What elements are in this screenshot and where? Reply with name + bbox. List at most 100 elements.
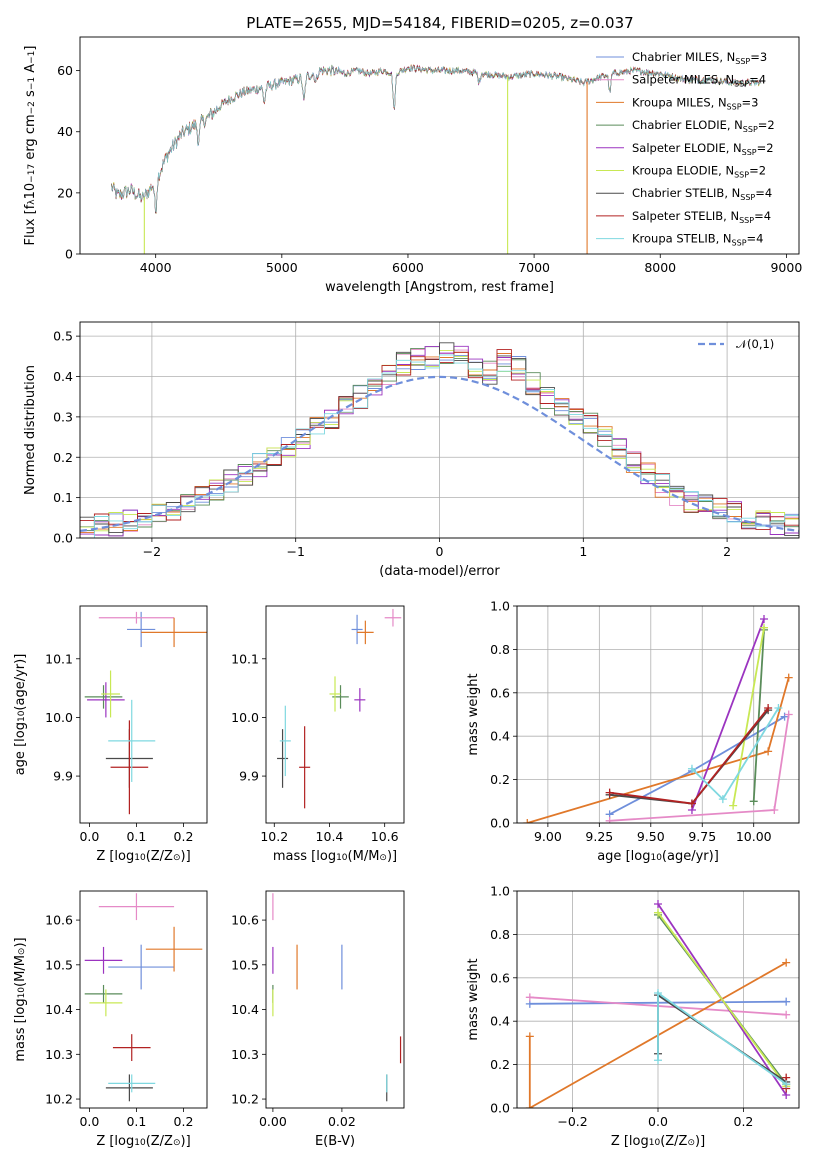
x-tick-label: 9.75 <box>688 829 716 844</box>
weight-line <box>528 961 787 1108</box>
legend-label: Salpeter ELODIE, NSSP=2 <box>632 141 774 157</box>
weight-vs-age-lines <box>523 615 793 823</box>
mass-vs-EBV-points <box>272 893 402 1102</box>
x-tick-label: 0.2 <box>174 829 194 844</box>
x-axis-label: E(B-V) <box>315 1134 355 1149</box>
weight-marker <box>780 712 789 721</box>
weight-line <box>732 627 765 806</box>
mass-vs-EBV-frame <box>265 890 405 1109</box>
weight-line <box>657 912 787 1087</box>
y-tick-label: 0.4 <box>490 1014 510 1029</box>
weight-marker <box>782 1080 791 1089</box>
histograms <box>80 342 799 538</box>
weight-marker <box>687 764 696 773</box>
y-tick-label: 0.6 <box>490 970 510 985</box>
weight-marker <box>654 988 662 997</box>
x-tick-label: 10.4 <box>316 829 344 844</box>
y-tick-label: 9.9 <box>239 769 259 784</box>
x-tick-label: 10.00 <box>736 829 772 844</box>
age-vs-mass-points <box>277 608 402 809</box>
x-tick-label: 10.2 <box>260 829 288 844</box>
age-vs-mass-axes: 10.2 10.4 10.6 9.9 10.0 10.1 mass [log10(M/M⊙)… <box>231 651 398 864</box>
y-tick-label: 10.2 <box>231 1092 259 1107</box>
x-tick-label: 9.00 <box>534 829 562 844</box>
legend-label: Chabrier ELODIE, NSSP=2 <box>632 118 775 134</box>
age-vs-Z-points <box>84 611 207 815</box>
mass-vs-Z-points <box>84 893 203 1102</box>
weight-marker <box>654 900 662 909</box>
weight-vs-Z-lines <box>525 900 791 1108</box>
y-tick-label: 10.5 <box>231 957 259 972</box>
x-axis-label: Z [log10(Z/Z⊙)] <box>611 1134 705 1149</box>
legend-label: Chabrier MILES, NSSP=3 <box>632 50 767 66</box>
x-tick-label: 8000 <box>644 260 676 275</box>
y-axis-label: Flux [fλ10−17 erg cm−2 s−1 A−1] <box>23 46 38 246</box>
legend-label: Salpeter MILES, NSSP=4 <box>632 73 766 89</box>
weight-line <box>657 991 787 1085</box>
weight-marker <box>654 908 662 917</box>
x-tick-label: 0.1 <box>126 1114 146 1129</box>
age-vs-Z-frame <box>79 605 208 824</box>
y-tick-label: 0.0 <box>53 531 73 546</box>
weight-marker <box>782 958 791 967</box>
y-tick-label: 0.8 <box>490 642 510 657</box>
weight-vs-Z-frame <box>516 890 800 1109</box>
x-axis-label: age [log10(age/yr)] <box>597 849 719 864</box>
mass-vs-EBV-axes: 0.00 0.02 10.2 10.3 10.4 10.5 10.6 E(B-V) <box>231 913 356 1149</box>
spectrum-lines <box>111 64 762 254</box>
y-tick-label: 20 <box>57 185 73 200</box>
y-tick-label: 10.5 <box>45 957 73 972</box>
weight-marker <box>782 997 791 1006</box>
x-axis-label: Z [log10(Z/Z⊙)] <box>96 849 190 864</box>
x-axis-label: Z [log10(Z/Z⊙)] <box>96 1134 190 1149</box>
x-tick-label: −0.2 <box>557 1114 587 1129</box>
weight-marker <box>764 703 773 712</box>
y-tick-label: 0.0 <box>490 1101 510 1116</box>
x-tick-label: 5000 <box>266 260 298 275</box>
x-tick-label: 0 <box>436 544 444 559</box>
weight-line <box>691 618 765 811</box>
y-tick-label: 10.2 <box>45 1092 73 1107</box>
weight-marker <box>523 819 532 823</box>
x-tick-label: 4000 <box>140 260 172 275</box>
x-tick-label: 9.50 <box>637 829 665 844</box>
y-axis-label: age [log10(age/yr)] <box>13 654 28 776</box>
weight-marker <box>749 797 758 806</box>
y-tick-label: 1.0 <box>490 884 510 899</box>
spectrum-axes: 4000 5000 6000 7000 8000 9000 0 20 40 60 wavelengt… <box>23 46 802 296</box>
legend-label: 𝒩(0,1) <box>736 337 774 351</box>
y-tick-label: 0 <box>65 247 73 262</box>
x-tick-label: 9.25 <box>585 829 613 844</box>
y-tick-label: 0.0 <box>490 816 510 831</box>
y-tick-label: 0.6 <box>490 685 510 700</box>
weight-marker <box>729 801 738 810</box>
legend-label: Kroupa ELODIE, NSSP=2 <box>632 164 766 180</box>
y-tick-label: 10.3 <box>45 1047 73 1062</box>
x-tick-label: −1 <box>286 544 304 559</box>
x-tick-label: −2 <box>143 544 161 559</box>
y-tick-label: 0.8 <box>490 927 510 942</box>
mass-vs-Z-frame <box>79 890 208 1109</box>
legend-label: Salpeter STELIB, NSSP=4 <box>632 209 771 225</box>
y-tick-label: 9.9 <box>53 769 73 784</box>
x-tick-label: 10.6 <box>371 829 399 844</box>
x-tick-label: 2 <box>723 544 731 559</box>
weight-marker <box>605 816 614 823</box>
y-tick-label: 0.5 <box>53 329 73 344</box>
x-tick-label: 0.1 <box>126 829 146 844</box>
x-tick-label: 0.02 <box>328 1114 356 1129</box>
legend-label: Kroupa MILES, NSSP=3 <box>632 95 758 111</box>
x-tick-label: 0.2 <box>174 1114 194 1129</box>
y-axis-label: mass [log10(M/M⊙)] <box>13 937 28 1061</box>
y-axis-label: Normed distribution <box>23 365 38 495</box>
x-axis-label: wavelength [Angstrom, rest frame] <box>325 280 554 295</box>
x-tick-label: 0.00 <box>259 1114 287 1129</box>
y-tick-label: 0.1 <box>53 490 73 505</box>
x-axis-label: (data-model)/error <box>379 564 500 579</box>
y-tick-label: 60 <box>57 63 73 78</box>
residuals-axes: −2 −1 0 1 2 0.0 0.1 0.2 0.3 0.4 0.5 (data-model)/er… <box>23 322 799 579</box>
y-tick-label: 0.2 <box>490 772 510 787</box>
x-tick-label: 0.0 <box>648 1114 668 1129</box>
y-tick-label: 10.1 <box>45 651 73 666</box>
x-tick-label: 0.0 <box>79 829 99 844</box>
